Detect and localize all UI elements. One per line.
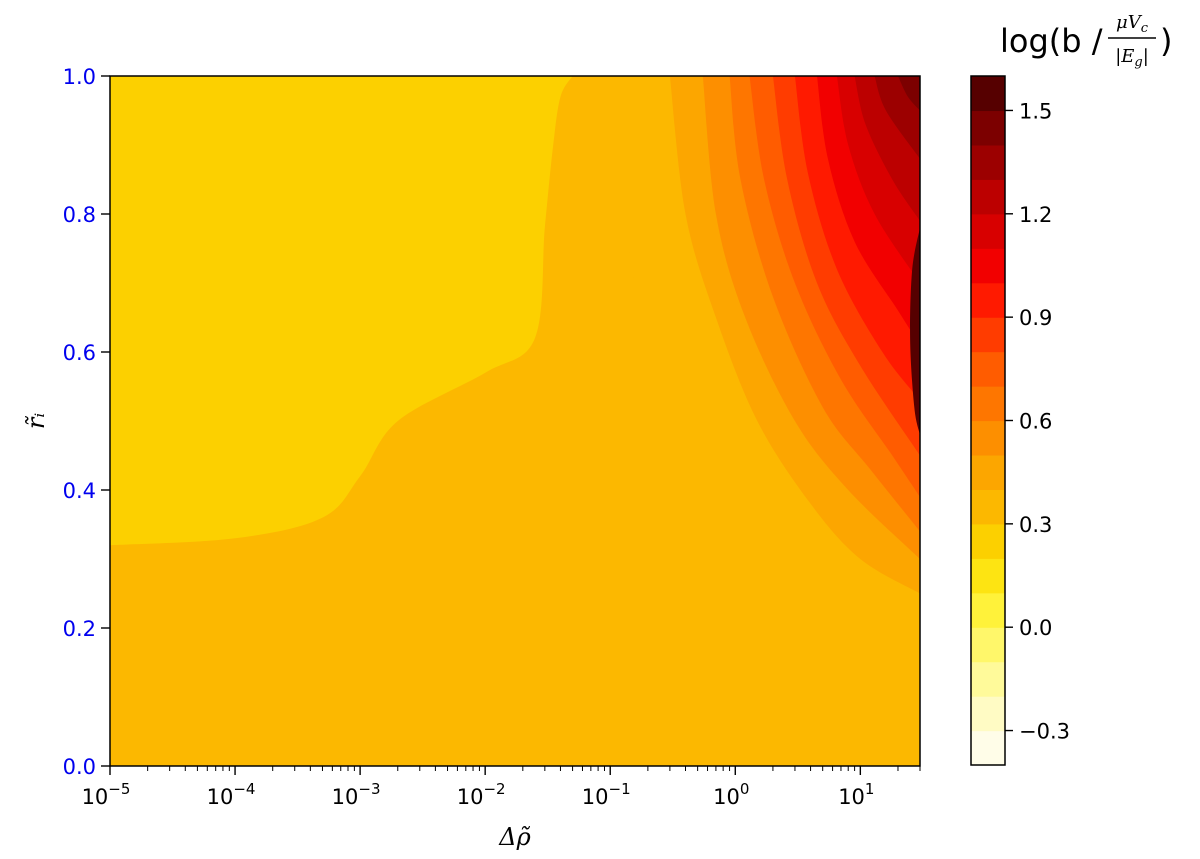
- colorbar-ticks: −0.3 0.0 0.3 0.6 0.9 1.2 1.5: [1005, 99, 1070, 744]
- colorbar-segment: [971, 351, 1005, 387]
- colorbar-title-numerator: μVc: [1116, 12, 1149, 36]
- colorbar-segment: [971, 213, 1005, 249]
- y-tick-label: 0.6: [63, 341, 96, 365]
- colorbar-segment: [971, 144, 1005, 180]
- colorbar-segment: [971, 454, 1005, 490]
- colorbar-segment: [971, 627, 1005, 663]
- colorbar-segment: [971, 282, 1005, 318]
- colorbar-segment: [971, 386, 1005, 422]
- plot-frame: [109, 75, 921, 767]
- x-tick-label: 101: [838, 780, 874, 809]
- colorbar-tick-label: −0.3: [1019, 720, 1070, 744]
- x-axis-label: Δρ̃: [498, 823, 530, 851]
- colorbar-title-main: log(b /: [1000, 22, 1103, 60]
- colorbar-segment: [971, 730, 1005, 766]
- colorbar-segment: [971, 661, 1005, 697]
- colorbar-segment: [971, 179, 1005, 215]
- contour-band-18: [898, 76, 920, 111]
- y-tick-label: 0.4: [63, 479, 96, 503]
- y-tick-label: 0.2: [63, 617, 96, 641]
- colorbar-segment: [971, 523, 1005, 559]
- plot-area: [110, 76, 920, 766]
- y-axis-ticks: 0.0 0.2 0.4 0.6 0.8 1.0: [63, 65, 110, 779]
- colorbar: [971, 76, 1005, 766]
- y-axis-label: r̃ᵢ: [22, 413, 50, 429]
- colorbar-segment: [971, 248, 1005, 284]
- y-tick-label: 0.0: [63, 755, 96, 779]
- contour-bands: [110, 76, 920, 642]
- contour-band-19: [910, 227, 920, 435]
- x-tick-label: 10−1: [582, 780, 631, 809]
- colorbar-segment: [971, 592, 1005, 628]
- x-tick-label: 10−2: [457, 780, 506, 809]
- colorbar-segment: [971, 420, 1005, 456]
- x-tick-label: 10−3: [332, 780, 381, 809]
- colorbar-tick-label: 0.3: [1019, 513, 1052, 537]
- x-tick-label: 100: [713, 780, 749, 809]
- colorbar-title: log(b / μVc |Eg| ): [1000, 12, 1172, 70]
- colorbar-tick-label: 1.2: [1019, 203, 1052, 227]
- colorbar-segment: [971, 317, 1005, 353]
- x-tick-label: 10−4: [207, 780, 256, 809]
- colorbar-segment: [971, 489, 1005, 525]
- colorbar-tick-label: 0.9: [1019, 306, 1052, 330]
- colorbar-segment: [971, 76, 1005, 112]
- colorbar-tick-label: 0.0: [1019, 616, 1052, 640]
- colorbar-title-denominator: |Eg|: [1115, 46, 1149, 70]
- colorbar-tick-label: 0.6: [1019, 410, 1052, 434]
- colorbar-segment: [971, 110, 1005, 146]
- contour-band-6: [110, 76, 573, 546]
- colorbar-segment: [971, 696, 1005, 732]
- y-tick-label: 1.0: [63, 65, 96, 89]
- colorbar-segment: [971, 558, 1005, 594]
- colorbar-tick-label: 1.5: [1019, 99, 1052, 123]
- y-tick-label: 0.8: [63, 203, 96, 227]
- colorbar-title-close: ): [1160, 22, 1172, 60]
- x-axis-ticks: 10−5 10−4 10−3 10−2 10−1 100 101: [82, 766, 921, 809]
- x-tick-label: 10−5: [82, 780, 131, 809]
